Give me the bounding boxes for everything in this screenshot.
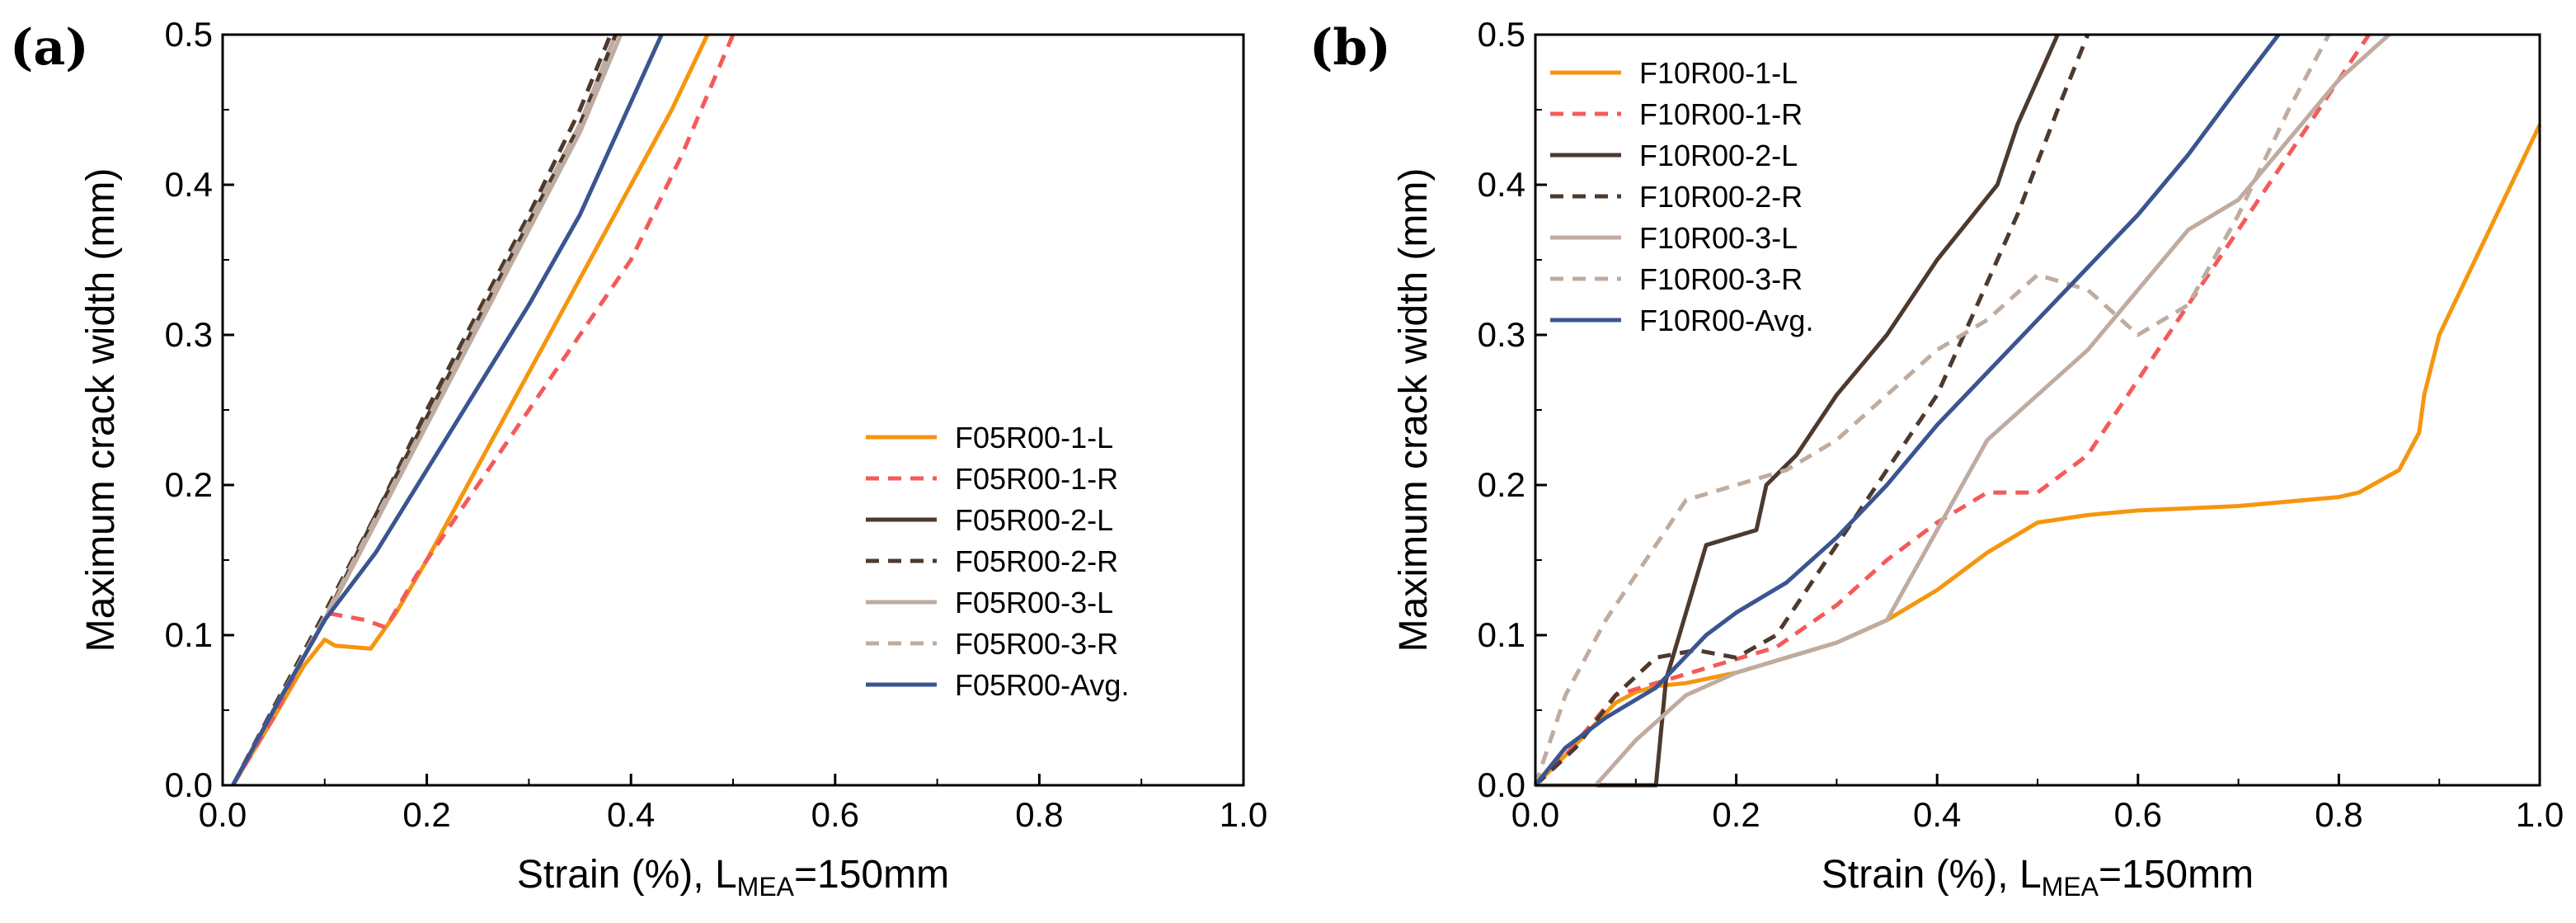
- plot-area: [231, 33, 736, 787]
- x-tick-label: 0.2: [1712, 795, 1760, 834]
- y-tick-label: 0.1: [165, 615, 213, 654]
- x-axis-title: Strain (%), LMEA=150mm: [517, 853, 949, 902]
- x-tick-label: 1.0: [2516, 795, 2564, 834]
- series-line-f05r00-2-l: [231, 34, 618, 787]
- legend-label: F05R00-1-R: [955, 462, 1118, 496]
- panel-label: (a): [10, 19, 89, 77]
- series-line-f05r00-1-l: [231, 33, 710, 787]
- x-tick-label: 0.2: [402, 795, 450, 834]
- x-tick-label: 0.8: [2315, 795, 2362, 834]
- series-line-f10r00-1-l: [1534, 124, 2542, 787]
- legend-label: F05R00-Avg.: [955, 668, 1129, 702]
- x-tick-label: 0.8: [1015, 795, 1063, 834]
- legend-label: F05R00-2-R: [955, 544, 1118, 578]
- legend-label: F05R00-1-L: [955, 421, 1113, 454]
- chart-panel-a: (a) 0.0 0.2 0.4 0.6 0.8 1.0 0.0 0.1 0.2 0.3 0.4 0.5…: [10, 15, 1267, 902]
- y-tick-label: 0.4: [165, 165, 213, 204]
- y-tick-label: 0.1: [1478, 615, 1525, 654]
- legend-label: F10R00-2-R: [1639, 180, 1803, 214]
- legend-label: F05R00-3-R: [955, 627, 1118, 661]
- series-line-f05r00-2-r: [231, 34, 613, 787]
- y-axis-title: Maximum crack width (mm): [79, 168, 123, 652]
- y-tick-label: 0.0: [1478, 765, 1525, 804]
- series-line-f10r00-2-r: [1534, 34, 2090, 787]
- series-line-f05r00-3-r: [231, 34, 618, 787]
- legend-label: F10R00-3-R: [1639, 262, 1803, 296]
- plot-area: [1533, 33, 2542, 788]
- x-axis-title-subscript: MEA: [737, 872, 795, 902]
- series-line-f05r00-1-r: [231, 34, 736, 787]
- y-tick-label: 0.3: [165, 315, 213, 354]
- y-tick-label: 0.3: [1478, 315, 1525, 354]
- y-tick-label: 0.2: [1478, 465, 1525, 504]
- x-tick-label: 0.6: [2114, 795, 2162, 834]
- x-axis-title-suffix: =150mm: [794, 853, 949, 897]
- series-line-f10r00-avg: [1534, 33, 2281, 787]
- x-tick-label: 0.0: [199, 795, 247, 834]
- x-tick-label: 0.4: [1913, 795, 1961, 834]
- y-tick-label: 0.5: [165, 15, 213, 54]
- legend-label: F10R00-1-R: [1639, 97, 1803, 131]
- y-axis-title: Maximum crack width (mm): [1392, 168, 1436, 652]
- panel-label: (b): [1309, 19, 1391, 77]
- legend-label: F10R00-1-L: [1639, 56, 1798, 90]
- series-line-f10r00-1-r: [1534, 33, 2371, 787]
- legend: F10R00-1-L F10R00-1-R F10R00-2-L F10R00-2-R…: [1550, 56, 1813, 337]
- series-line-f10r00-3-l: [1535, 33, 2390, 788]
- chart-panel-b: (b) 0.0 0.2 0.4 0.6 0.8 1.0 0.0 0.1 0.2 0.3 0.4 0.5…: [1309, 15, 2564, 902]
- x-tick-label: 0.4: [607, 795, 655, 834]
- y-tick-label: 0.4: [1478, 165, 1525, 204]
- tick-layer: 0.0 0.2 0.4 0.6 0.8 1.0 0.0 0.1 0.2 0.3 0.4 0.5: [165, 15, 1268, 834]
- plot-frame: [221, 33, 1245, 787]
- legend-label: F10R00-Avg.: [1639, 304, 1813, 337]
- legend-label: F10R00-2-L: [1639, 139, 1798, 172]
- x-axis-title-suffix: =150mm: [2099, 853, 2254, 897]
- legend-label: F05R00-3-L: [955, 586, 1113, 619]
- x-axis-title: Strain (%), LMEA=150mm: [1822, 853, 2254, 902]
- y-tick-label: 0.5: [1478, 15, 1525, 54]
- plot-frame: [1534, 33, 2541, 787]
- x-tick-label: 0.0: [1511, 795, 1559, 834]
- legend: F05R00-1-L F05R00-1-R F05R00-2-L F05R00-2-R…: [866, 421, 1129, 702]
- tick-layer: 0.0 0.2 0.4 0.6 0.8 1.0 0.0 0.1 0.2 0.3 0.4 0.5: [1478, 15, 2564, 834]
- series-line-f10r00-2-l: [1535, 33, 2060, 788]
- x-tick-label: 0.6: [811, 795, 859, 834]
- y-tick-label: 0.2: [165, 465, 213, 504]
- x-axis-title-main: Strain (%), L: [517, 853, 737, 897]
- legend-label: F05R00-2-L: [955, 503, 1113, 537]
- series-line-f10r00-3-r: [1533, 33, 2331, 786]
- x-tick-label: 1.0: [1220, 795, 1267, 834]
- series-line-f05r00-avg: [231, 33, 664, 787]
- x-axis-title-subscript: MEA: [2042, 872, 2099, 902]
- legend-label: F10R00-3-L: [1639, 221, 1798, 255]
- x-axis-title-main: Strain (%), L: [1822, 853, 2042, 897]
- y-tick-label: 0.0: [165, 765, 213, 804]
